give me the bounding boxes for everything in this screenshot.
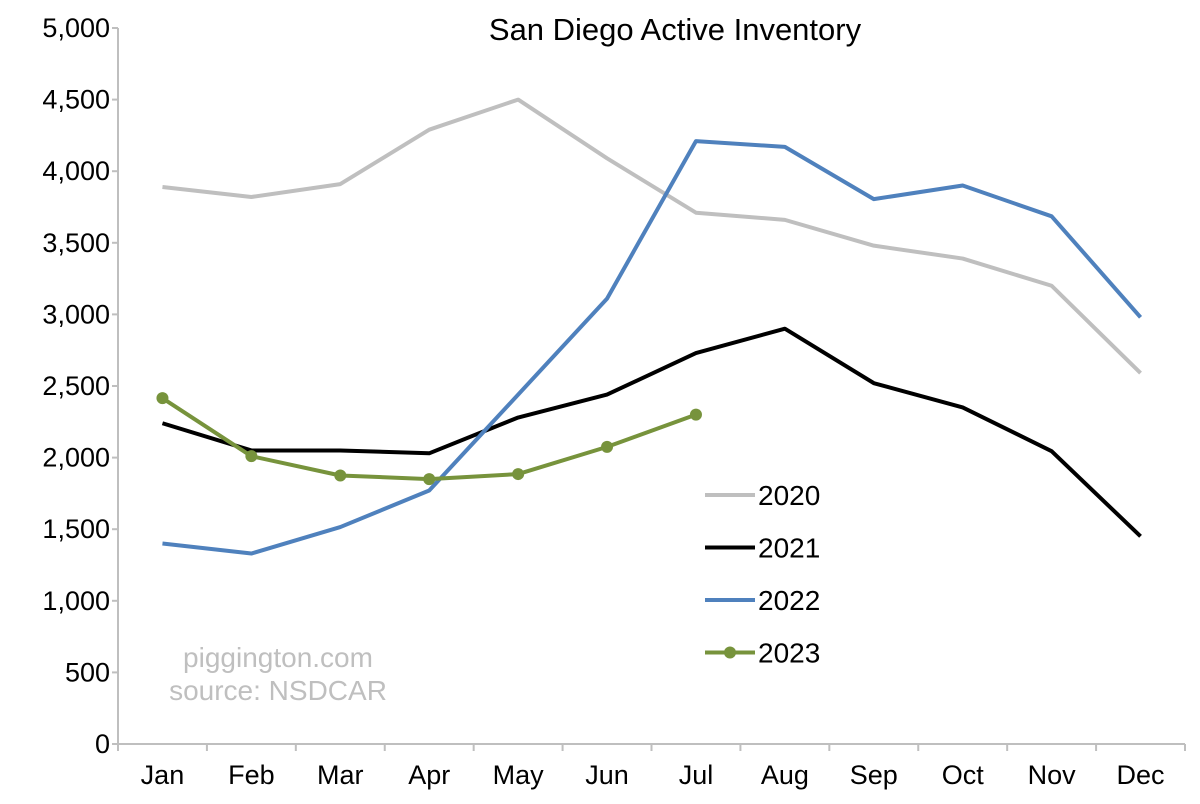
data-point-2023	[245, 450, 258, 463]
y-tick-label: 3,500	[42, 228, 110, 258]
y-tick-label: 500	[65, 657, 110, 687]
legend-label-2020: 2020	[758, 480, 820, 511]
legend: 2020 2021 2022 2023	[705, 480, 820, 669]
data-point-2023	[334, 469, 347, 482]
legend-marker-2023	[724, 646, 736, 659]
y-tick-label: 2,000	[42, 443, 110, 473]
x-tick-label: May	[493, 760, 545, 790]
series-line-2021	[161, 326, 1142, 538]
x-tick-label: Jul	[679, 760, 714, 790]
x-tick-label: Dec	[1117, 760, 1165, 790]
x-tick-label: Feb	[228, 760, 275, 790]
y-tick-label: 1,000	[42, 586, 110, 616]
y-tick-label: 0	[95, 729, 110, 759]
series-line-2023	[161, 396, 697, 482]
x-tick-label: Aug	[761, 760, 809, 790]
x-tick-label: Jun	[585, 760, 629, 790]
series-line-2022	[162, 139, 1143, 556]
y-tick-label: 4,000	[42, 156, 110, 186]
y-tick-label: 3,000	[42, 299, 110, 329]
series-line-2020	[162, 97, 1142, 375]
y-tick-label: 1,500	[42, 514, 110, 544]
data-point-2023	[423, 473, 436, 486]
chart-title: San Diego Active Inventory	[489, 12, 862, 47]
watermark-site: piggington.com	[183, 642, 373, 673]
x-tick-label: Apr	[408, 760, 450, 790]
x-tick-label: Sep	[850, 760, 898, 790]
legend-label-2023: 2023	[758, 638, 820, 669]
legend-label-2021: 2021	[758, 533, 820, 564]
x-tick-label: Mar	[317, 760, 364, 790]
legend-label-2022: 2022	[758, 585, 820, 616]
data-point-2023	[512, 468, 525, 481]
x-tick-label: Oct	[942, 760, 985, 790]
data-point-2023	[156, 392, 169, 405]
y-tick-label: 2,500	[42, 371, 110, 401]
y-tick-label: 4,500	[42, 85, 110, 115]
y-tick-label: 5,000	[42, 13, 110, 43]
x-tick-label: Jan	[141, 760, 185, 790]
x-tick-label: Nov	[1028, 760, 1077, 790]
data-point-2023	[601, 440, 614, 453]
data-point-2023	[689, 408, 702, 421]
watermark-source: source: NSDCAR	[169, 675, 387, 706]
